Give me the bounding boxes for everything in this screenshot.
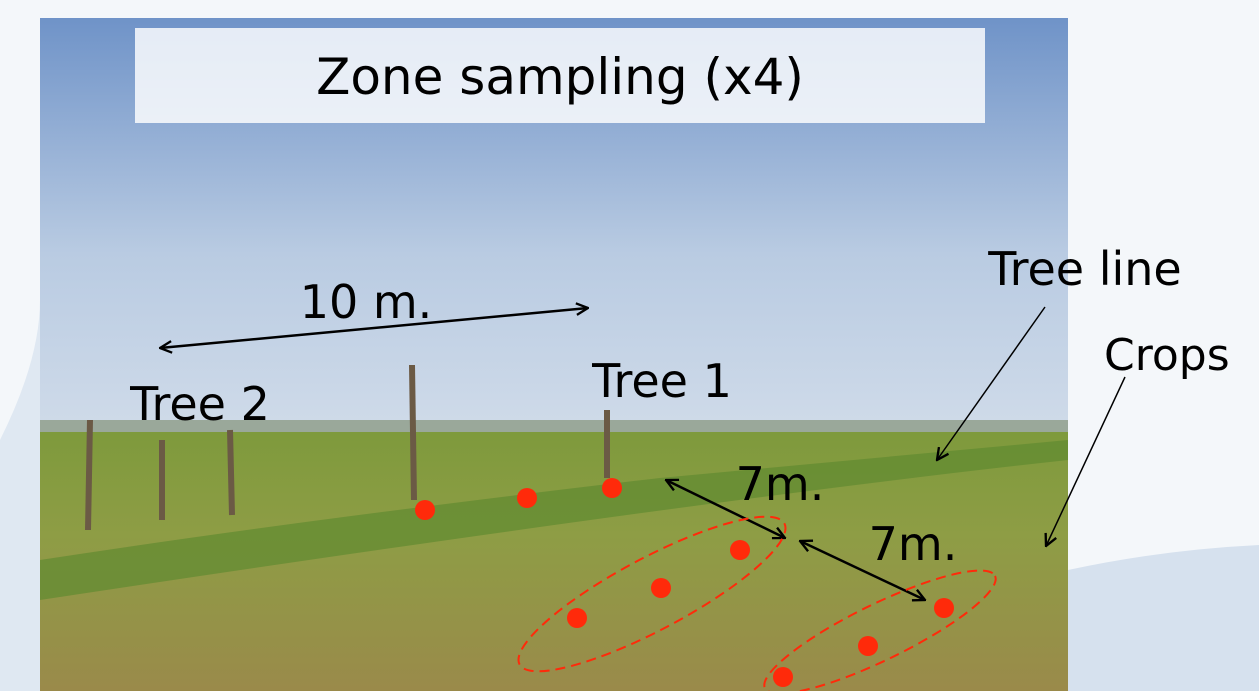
- crops-label: Crops: [1104, 330, 1230, 381]
- tree-label: Tree 2: [129, 377, 270, 431]
- tree-line-label: Tree line: [987, 242, 1181, 296]
- distance-label: 10 m.: [300, 275, 433, 329]
- gap-label: 7m.: [736, 457, 825, 511]
- title: Zone sampling (x4): [316, 48, 804, 106]
- gap-label: 7m.: [869, 517, 958, 571]
- background-shape: [1068, 545, 1259, 691]
- slide: Zone sampling (x4) 10 m. Tree 2 Tree 1 T…: [0, 0, 1259, 691]
- tree-label: Tree 1: [591, 354, 732, 408]
- page: Zone sampling (x4) 10 m. Tree 2 Tree 1 T…: [0, 0, 1259, 691]
